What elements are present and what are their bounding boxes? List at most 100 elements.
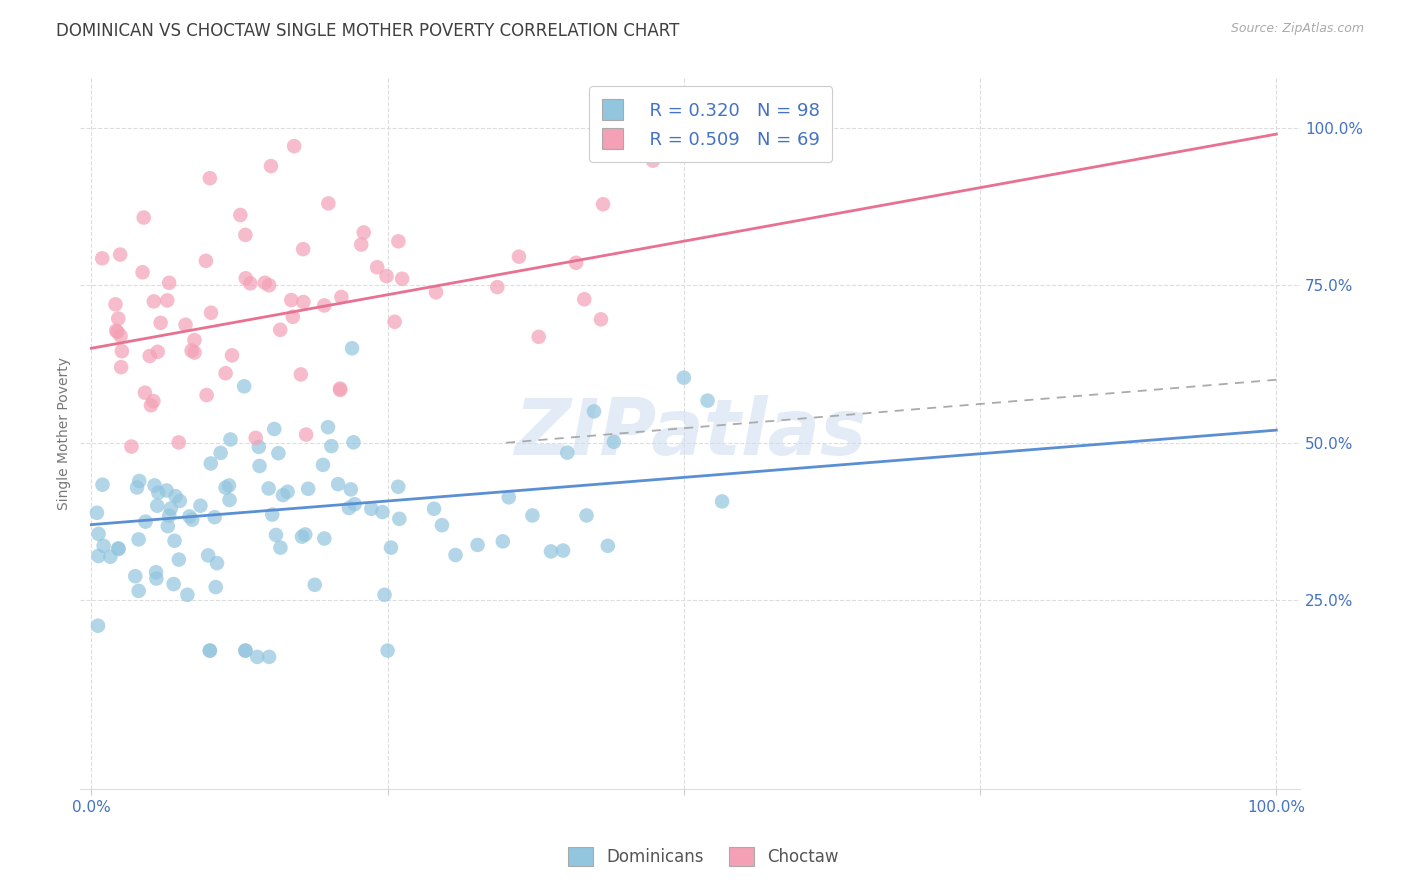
- Text: Source: ZipAtlas.com: Source: ZipAtlas.com: [1230, 22, 1364, 36]
- Point: [107, 325, 129, 339]
- Point: [295, 427, 318, 442]
- Point: [312, 458, 335, 472]
- Point: [198, 171, 221, 186]
- Point: [145, 566, 167, 580]
- Point: [148, 485, 170, 500]
- Point: [183, 333, 205, 347]
- Point: [214, 481, 236, 495]
- Point: [603, 434, 626, 449]
- Point: [340, 341, 363, 355]
- Point: [283, 139, 305, 153]
- Point: [221, 348, 243, 362]
- Point: [257, 649, 280, 664]
- Point: [575, 508, 598, 523]
- Point: [375, 269, 398, 284]
- Point: [425, 285, 447, 300]
- Point: [135, 515, 157, 529]
- Point: [128, 474, 150, 488]
- Point: [269, 541, 291, 555]
- Point: [134, 385, 156, 400]
- Point: [143, 478, 166, 492]
- Point: [159, 501, 181, 516]
- Point: [156, 293, 179, 308]
- Point: [163, 533, 186, 548]
- Point: [197, 549, 219, 563]
- Point: [149, 316, 172, 330]
- Point: [329, 383, 352, 397]
- Point: [672, 370, 695, 384]
- Point: [373, 588, 395, 602]
- Point: [711, 494, 734, 508]
- Point: [209, 446, 232, 460]
- Legend:   R = 0.320   N = 98,   R = 0.509   N = 69: R = 0.320 N = 98, R = 0.509 N = 69: [589, 87, 832, 161]
- Point: [93, 539, 115, 553]
- Point: [257, 482, 280, 496]
- Point: [316, 420, 339, 434]
- Point: [596, 539, 619, 553]
- Point: [235, 271, 257, 285]
- Point: [205, 556, 228, 570]
- Point: [257, 278, 280, 293]
- Point: [245, 431, 267, 445]
- Point: [218, 478, 240, 492]
- Point: [87, 549, 110, 563]
- Point: [592, 197, 614, 211]
- Point: [388, 512, 411, 526]
- Point: [247, 440, 270, 454]
- Point: [281, 310, 304, 324]
- Point: [128, 533, 150, 547]
- Point: [218, 493, 240, 508]
- Point: [330, 290, 353, 304]
- Point: [498, 491, 520, 505]
- Point: [233, 379, 256, 393]
- Point: [183, 345, 205, 359]
- Point: [219, 433, 242, 447]
- Point: [262, 508, 284, 522]
- Point: [157, 276, 180, 290]
- Point: [155, 483, 177, 498]
- Point: [229, 208, 252, 222]
- Point: [527, 330, 550, 344]
- Point: [360, 501, 382, 516]
- Point: [107, 541, 129, 556]
- Point: [377, 643, 399, 657]
- Point: [291, 530, 314, 544]
- Point: [264, 528, 287, 542]
- Point: [174, 318, 197, 332]
- Point: [179, 509, 201, 524]
- Point: [167, 435, 190, 450]
- Point: [343, 497, 366, 511]
- Point: [342, 435, 364, 450]
- Point: [353, 226, 375, 240]
- Point: [269, 323, 291, 337]
- Point: [350, 237, 373, 252]
- Point: [105, 324, 128, 338]
- Point: [430, 518, 453, 533]
- Point: [200, 306, 222, 320]
- Point: [423, 501, 446, 516]
- Point: [167, 552, 190, 566]
- Point: [107, 311, 129, 326]
- Point: [589, 312, 612, 326]
- Point: [444, 548, 467, 562]
- Point: [235, 643, 257, 657]
- Point: [142, 394, 165, 409]
- Point: [124, 569, 146, 583]
- Point: [267, 446, 290, 460]
- Point: [239, 277, 262, 291]
- Point: [120, 440, 142, 454]
- Point: [696, 393, 718, 408]
- Point: [176, 588, 198, 602]
- Point: [582, 404, 605, 418]
- Point: [551, 543, 574, 558]
- Point: [318, 196, 340, 211]
- Point: [380, 541, 402, 555]
- Point: [165, 489, 187, 503]
- Point: [565, 256, 588, 270]
- Point: [142, 294, 165, 309]
- Point: [321, 439, 343, 453]
- Point: [290, 368, 312, 382]
- Point: [104, 297, 127, 311]
- Point: [314, 532, 336, 546]
- Point: [107, 541, 129, 556]
